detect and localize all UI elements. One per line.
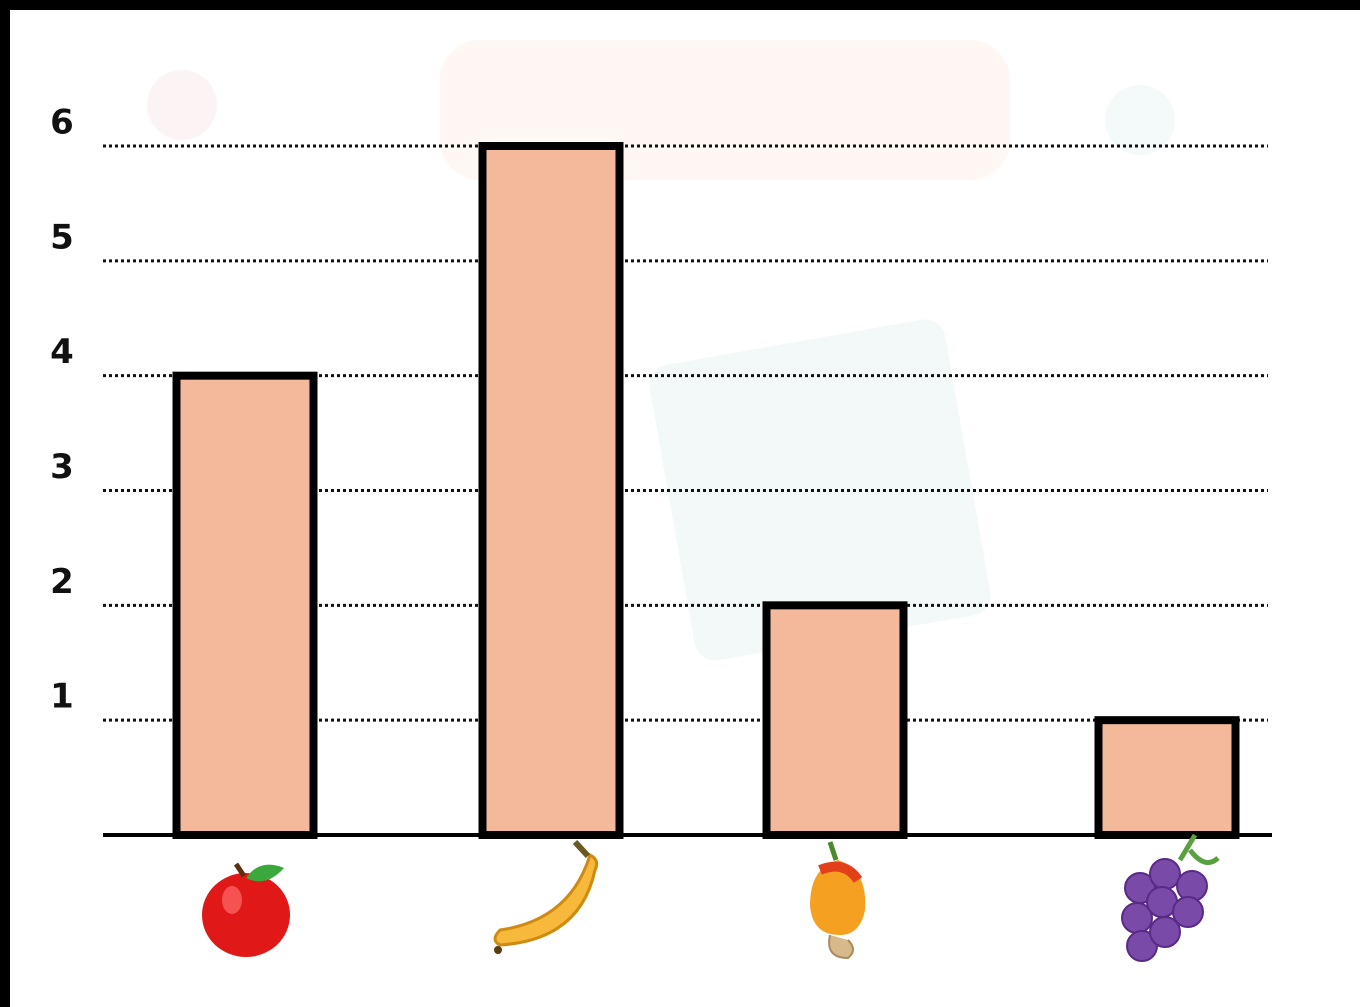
grapes-icon (1121, 833, 1220, 962)
bar (478, 142, 624, 839)
bar (172, 371, 318, 839)
bar (1094, 716, 1240, 840)
cashew-icon (810, 841, 866, 960)
y-tick-label: 1 (50, 677, 74, 717)
y-tick-label: 2 (50, 562, 74, 602)
y-tick-label: 3 (50, 447, 74, 487)
bar (762, 601, 908, 839)
apple-icon (202, 862, 290, 957)
y-tick-label: 6 (50, 103, 74, 143)
y-tick-label: 4 (50, 332, 74, 372)
banana-icon (493, 839, 599, 954)
y-tick-label: 5 (50, 217, 74, 257)
